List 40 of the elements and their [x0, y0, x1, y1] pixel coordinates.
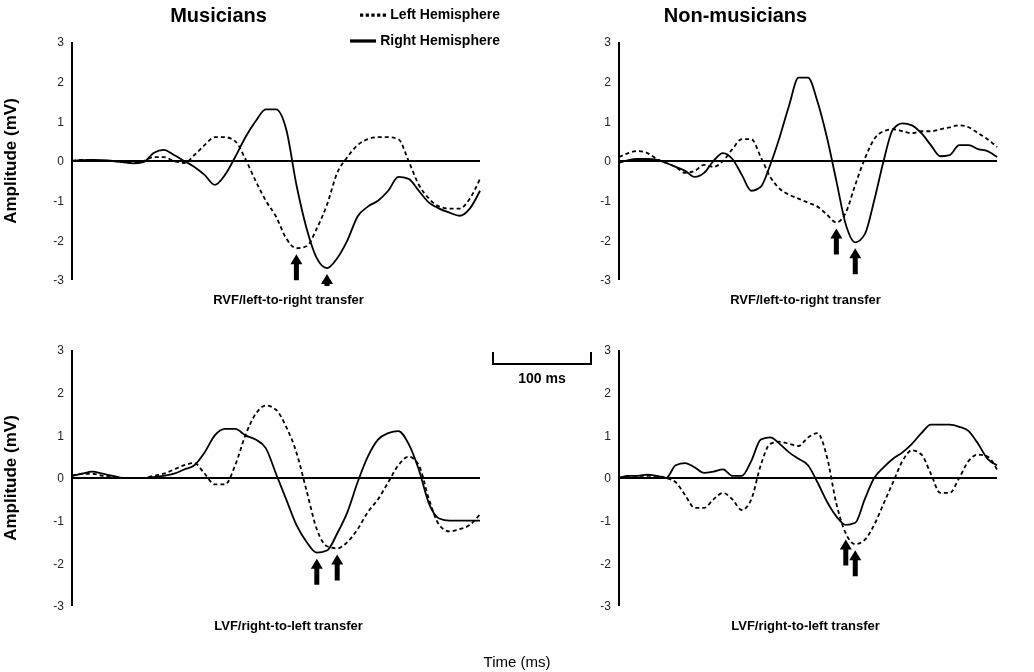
- y-tick-label: 3: [604, 343, 612, 358]
- y-tick-label: -3: [600, 273, 612, 288]
- legend-label: Left Hemisphere: [390, 5, 500, 22]
- y-tick-label: 1: [604, 114, 612, 129]
- y-tick-label: -2: [53, 233, 65, 248]
- y-tick-label: -2: [53, 556, 65, 571]
- y-tick-label: 1: [604, 428, 612, 443]
- y-tick-label: -3: [53, 273, 65, 288]
- y-tick-label: -3: [600, 599, 612, 614]
- y-tick-label: -1: [600, 513, 612, 528]
- x-axis-title: LVF/right-to-left transfer: [213, 618, 364, 633]
- text: Time (ms): [482, 653, 552, 670]
- y-tick-label: 0: [604, 154, 612, 169]
- y-tick-label: 2: [57, 385, 65, 400]
- y-tick-label: -1: [53, 193, 65, 208]
- y-tick-label: 3: [57, 35, 65, 50]
- y-tick-label: 3: [57, 343, 65, 358]
- y-tick-label: -1: [600, 193, 612, 208]
- y-tick-label: 3: [604, 35, 612, 50]
- y-tick-label: -2: [600, 556, 612, 571]
- y-tick-label: 2: [57, 74, 65, 89]
- legend-label: Right Hemisphere: [380, 31, 500, 48]
- y-tick-label: 0: [604, 471, 612, 486]
- y-tick-label: -1: [53, 513, 65, 528]
- x-axis-title: RVF/left-to-right transfer: [212, 292, 365, 307]
- x-axis-title: LVF/right-to-left transfer: [730, 618, 881, 633]
- y-axis-title: Amplitude (mV): [1, 98, 21, 224]
- y-tick-label: 1: [57, 114, 65, 129]
- y-tick-label: 1: [57, 428, 65, 443]
- y-tick-label: 0: [57, 471, 65, 486]
- y-tick-label: -3: [53, 599, 65, 614]
- y-tick-label: 2: [604, 385, 612, 400]
- y-tick-label: 2: [604, 74, 612, 89]
- y-axis-title: Amplitude (mV): [1, 415, 21, 541]
- y-tick-label: 0: [57, 154, 65, 169]
- chart-title: Musicians: [170, 4, 267, 26]
- y-tick-label: -2: [600, 233, 612, 248]
- text: 100 ms: [517, 370, 567, 386]
- chart-title: Non-musicians: [663, 4, 808, 26]
- x-axis-title: RVF/left-to-right transfer: [729, 292, 882, 307]
